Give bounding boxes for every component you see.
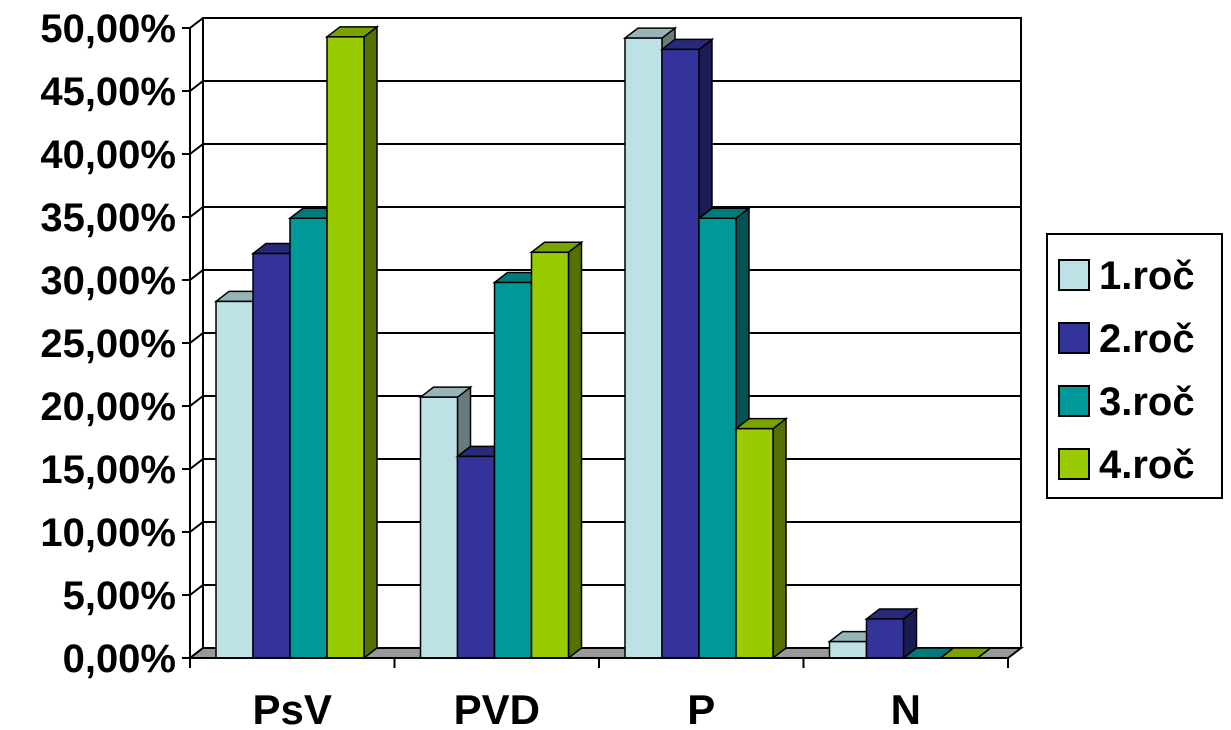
bar-front [828, 640, 868, 659]
gridline-side [189, 269, 204, 281]
bar-side [363, 25, 378, 660]
gridline-side [189, 206, 204, 218]
bar-side [567, 240, 583, 660]
y-axis-ticks: 0,00% 5,00% 10,00% 15,00% 20,00% 25,00% 30,00%… [40, 7, 190, 681]
y-tick-label: 25,00% [40, 322, 176, 366]
bar-front [289, 217, 328, 659]
x-category-label: PVD [454, 686, 540, 730]
gridline-side [189, 395, 204, 407]
gridline-side [189, 143, 204, 155]
legend-swatch [1058, 322, 1090, 354]
gridline-side [189, 521, 204, 533]
bar-front [698, 217, 737, 659]
gridline-side [189, 17, 204, 29]
x-category-label: N [891, 686, 921, 730]
y-tick-label: 35,00% [40, 196, 176, 240]
bar-series [213, 25, 993, 660]
bar-front [252, 252, 291, 659]
legend: 1.roč 2.roč 3.roč 4.roč [1046, 233, 1223, 499]
y-tick-label: 15,00% [40, 448, 176, 492]
legend-label: 1.roč [1099, 254, 1195, 298]
legend-swatch [1058, 448, 1090, 480]
legend-label: 2.roč [1099, 317, 1195, 361]
bar-front [624, 37, 663, 659]
gridline-side [189, 458, 204, 470]
x-category-label: PsV [253, 686, 332, 730]
gridline-side [189, 584, 204, 596]
y-tick-label: 5,00% [63, 574, 176, 618]
legend-swatch [1058, 385, 1090, 417]
legend-label: 3.roč [1099, 380, 1195, 424]
y-tick-label: 40,00% [40, 133, 176, 177]
bar-front [419, 396, 459, 659]
y-tick-label: 0,00% [63, 637, 176, 681]
bar-front [456, 455, 496, 659]
bar-side [772, 417, 787, 660]
bar [324, 25, 380, 660]
y-tick-label: 10,00% [40, 511, 176, 555]
bar [733, 417, 789, 660]
bar-front [865, 618, 905, 659]
x-category-label: P [687, 686, 715, 730]
bar-front [215, 300, 254, 659]
legend-swatch [1058, 259, 1090, 291]
bar-front [493, 281, 533, 659]
y-tick-label: 50,00% [40, 7, 176, 51]
bar [529, 240, 584, 660]
gridline-side [189, 80, 204, 92]
bar-front [735, 427, 774, 659]
y-tick-label: 30,00% [40, 259, 176, 303]
bar-front [326, 36, 365, 659]
bar-front [530, 251, 570, 659]
bar [864, 607, 919, 660]
y-tick-label: 20,00% [40, 385, 176, 429]
gridline-side [189, 332, 204, 344]
legend-label: 4.roč [1099, 443, 1195, 487]
bar-front [661, 48, 700, 659]
x-axis-categories: PsV PVD P N [189, 658, 1009, 730]
y-tick-label: 45,00% [40, 70, 176, 114]
